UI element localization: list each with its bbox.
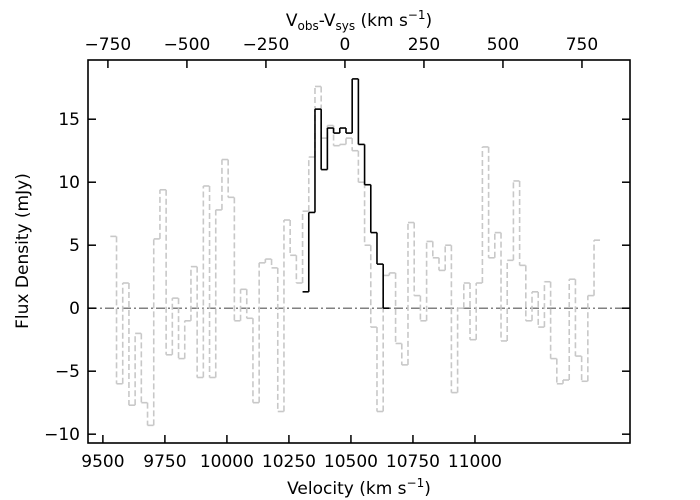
axis-title-part: −1 — [407, 476, 425, 490]
x-tick-label: 11000 — [448, 452, 502, 472]
y-axis-title: Flux Density (mJy) — [13, 173, 33, 329]
x-tick-label: 10000 — [200, 452, 254, 472]
y-tick-label: −10 — [44, 425, 80, 445]
x2-tick-label: 750 — [566, 35, 598, 55]
x2-tick-label: −250 — [243, 35, 290, 55]
axis-title-part: -V — [319, 11, 336, 31]
x-tick-label: 10250 — [262, 452, 316, 472]
axis-title-part: −1 — [408, 8, 426, 22]
y-tick-label: 10 — [58, 173, 80, 193]
axis-title-part: obs — [297, 19, 318, 33]
x2-axis-title: Vobs-Vsys (km s−1) — [286, 8, 432, 33]
x2-tick-label: 500 — [487, 35, 519, 55]
y-tick-label: 5 — [69, 236, 80, 256]
axis-title-part: ) — [426, 11, 433, 31]
axis-title-part: V — [286, 11, 298, 31]
x2-tick-label: −500 — [164, 35, 211, 55]
y-tick-label: 15 — [58, 110, 80, 130]
axis-title-part: (km s — [355, 11, 408, 31]
x-tick-label: 9750 — [143, 452, 186, 472]
x-tick-label: 10750 — [386, 452, 440, 472]
x-tick-label: 9500 — [81, 452, 124, 472]
x2-tick-label: −750 — [85, 35, 132, 55]
axis-title-part: sys — [335, 19, 355, 33]
y-tick-label: 0 — [69, 299, 80, 319]
axis-title-part: Velocity (km s — [287, 479, 407, 499]
x2-tick-label: 250 — [408, 35, 440, 55]
x-tick-label: 10500 — [324, 452, 378, 472]
axis-title-part: ) — [424, 479, 431, 499]
plot-frame — [87, 59, 631, 444]
x-axis-title: Velocity (km s−1) — [287, 476, 431, 499]
x2-tick-label: 0 — [340, 35, 351, 55]
y-tick-label: −5 — [55, 362, 80, 382]
